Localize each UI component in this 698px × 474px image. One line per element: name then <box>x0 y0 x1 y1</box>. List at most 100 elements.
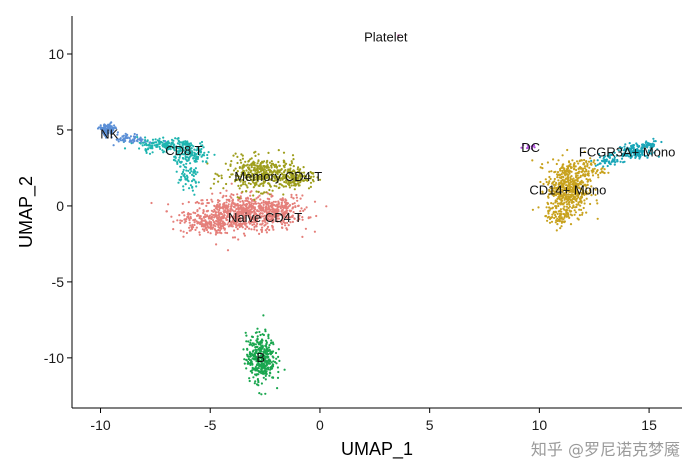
data-point <box>569 185 573 188</box>
data-point <box>552 202 555 205</box>
data-point <box>547 196 550 199</box>
data-point <box>150 201 153 205</box>
data-point <box>235 214 238 217</box>
data-point <box>139 138 142 142</box>
data-point <box>558 219 562 223</box>
data-point <box>565 208 568 211</box>
data-point <box>265 347 268 350</box>
cluster-label: DC <box>521 140 540 155</box>
data-point <box>568 205 572 208</box>
data-point <box>249 361 252 364</box>
data-point <box>304 227 307 230</box>
data-point <box>230 225 233 228</box>
data-point <box>268 188 271 192</box>
data-point <box>559 208 563 211</box>
data-point <box>198 150 201 153</box>
cluster-memory-cd4-t <box>192 149 322 201</box>
data-point <box>182 235 185 238</box>
data-point <box>266 173 269 176</box>
data-point <box>205 204 208 207</box>
data-point <box>550 170 553 173</box>
data-point <box>182 185 185 188</box>
data-point <box>256 341 259 344</box>
data-point <box>553 171 556 174</box>
data-point <box>200 147 203 151</box>
data-point <box>576 192 579 195</box>
data-point <box>594 193 597 196</box>
data-point <box>212 219 215 222</box>
data-point <box>570 210 573 213</box>
data-point <box>195 214 199 217</box>
data-point <box>183 218 186 221</box>
data-point <box>198 233 201 236</box>
data-point <box>283 213 286 216</box>
data-point <box>253 382 256 385</box>
data-point <box>194 180 197 183</box>
data-point <box>631 144 634 147</box>
data-point <box>578 187 582 190</box>
data-point <box>593 162 597 165</box>
data-point <box>575 198 578 201</box>
data-point <box>245 203 248 206</box>
data-point <box>240 153 243 156</box>
data-point <box>188 229 191 232</box>
data-point <box>577 172 580 175</box>
data-point <box>569 190 573 193</box>
data-point <box>252 186 255 189</box>
data-point <box>561 199 564 202</box>
data-point <box>596 217 599 220</box>
data-point <box>624 150 627 153</box>
data-point <box>273 179 276 182</box>
data-point <box>256 162 259 165</box>
data-point <box>200 223 203 226</box>
data-point <box>176 150 179 153</box>
data-point <box>267 217 270 221</box>
data-point <box>588 166 591 169</box>
data-point <box>284 185 288 188</box>
data-point <box>202 153 205 156</box>
data-point <box>186 215 189 219</box>
data-point <box>249 194 252 197</box>
data-point <box>582 206 585 210</box>
x-tick-label: -5 <box>204 417 217 433</box>
data-point <box>566 169 569 172</box>
data-point <box>222 217 225 220</box>
data-point <box>200 217 203 220</box>
data-point <box>253 178 256 181</box>
data-point <box>110 136 113 139</box>
data-point <box>191 225 194 228</box>
data-point <box>225 204 228 207</box>
data-point <box>176 162 179 165</box>
data-point <box>131 141 135 144</box>
data-point <box>555 162 558 166</box>
data-point <box>559 181 563 184</box>
data-point <box>258 202 261 205</box>
data-point <box>261 339 264 342</box>
data-point <box>177 139 180 142</box>
data-point <box>191 154 194 157</box>
data-point <box>265 191 268 194</box>
data-point <box>570 201 574 204</box>
data-point <box>580 191 583 194</box>
data-point <box>640 151 644 154</box>
data-point <box>556 197 559 200</box>
data-point <box>124 132 127 135</box>
data-point <box>216 231 219 234</box>
data-point <box>302 166 305 169</box>
data-point <box>277 202 280 205</box>
data-point <box>299 177 302 180</box>
data-point <box>302 171 306 174</box>
data-point <box>647 149 651 152</box>
data-point <box>279 205 282 208</box>
data-point <box>564 174 567 177</box>
data-point <box>129 135 132 138</box>
data-point <box>217 201 220 204</box>
data-point <box>574 206 577 209</box>
data-point <box>609 163 612 166</box>
data-point <box>554 215 558 218</box>
data-point <box>297 216 300 219</box>
data-point <box>596 163 599 166</box>
data-point <box>301 235 304 238</box>
data-point <box>215 220 218 223</box>
data-point <box>557 183 560 186</box>
